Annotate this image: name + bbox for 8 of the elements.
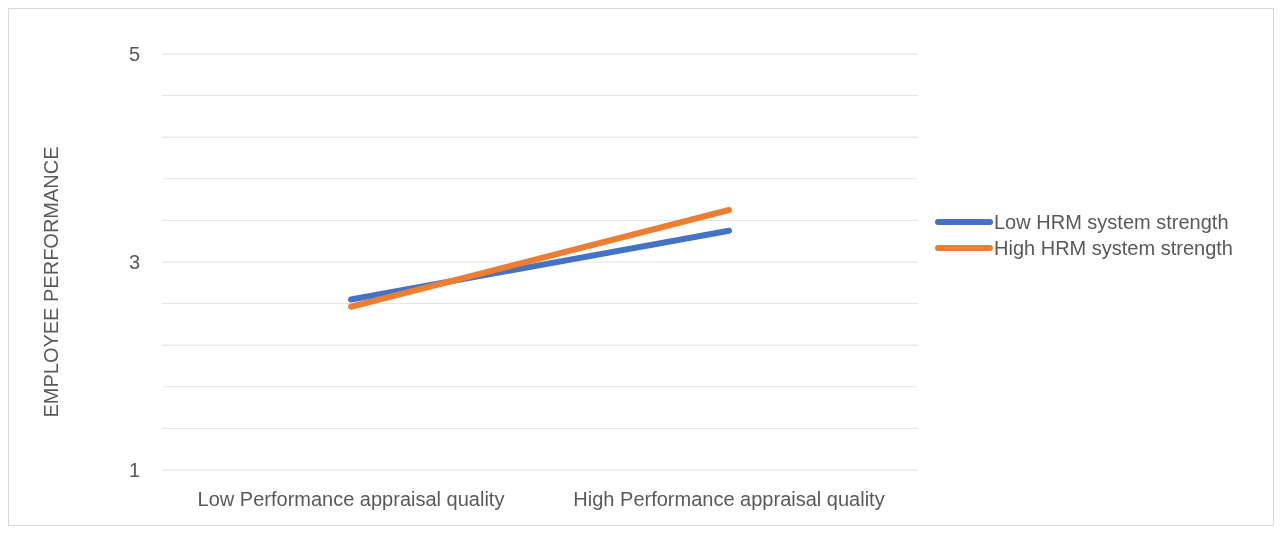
y-tick-label: 3 bbox=[128, 251, 140, 273]
legend-label: Low HRM system strength bbox=[994, 211, 1229, 233]
y-tick-label: 5 bbox=[128, 43, 140, 65]
legend-label: High HRM system strength bbox=[994, 237, 1233, 259]
x-tick-label: High Performance appraisal quality bbox=[573, 488, 885, 510]
y-axis-title: EMPLOYEE PERFORMANCE bbox=[40, 146, 62, 418]
y-tick-label: 1 bbox=[128, 459, 140, 481]
x-tick-label: Low Performance appraisal quality bbox=[197, 488, 505, 510]
